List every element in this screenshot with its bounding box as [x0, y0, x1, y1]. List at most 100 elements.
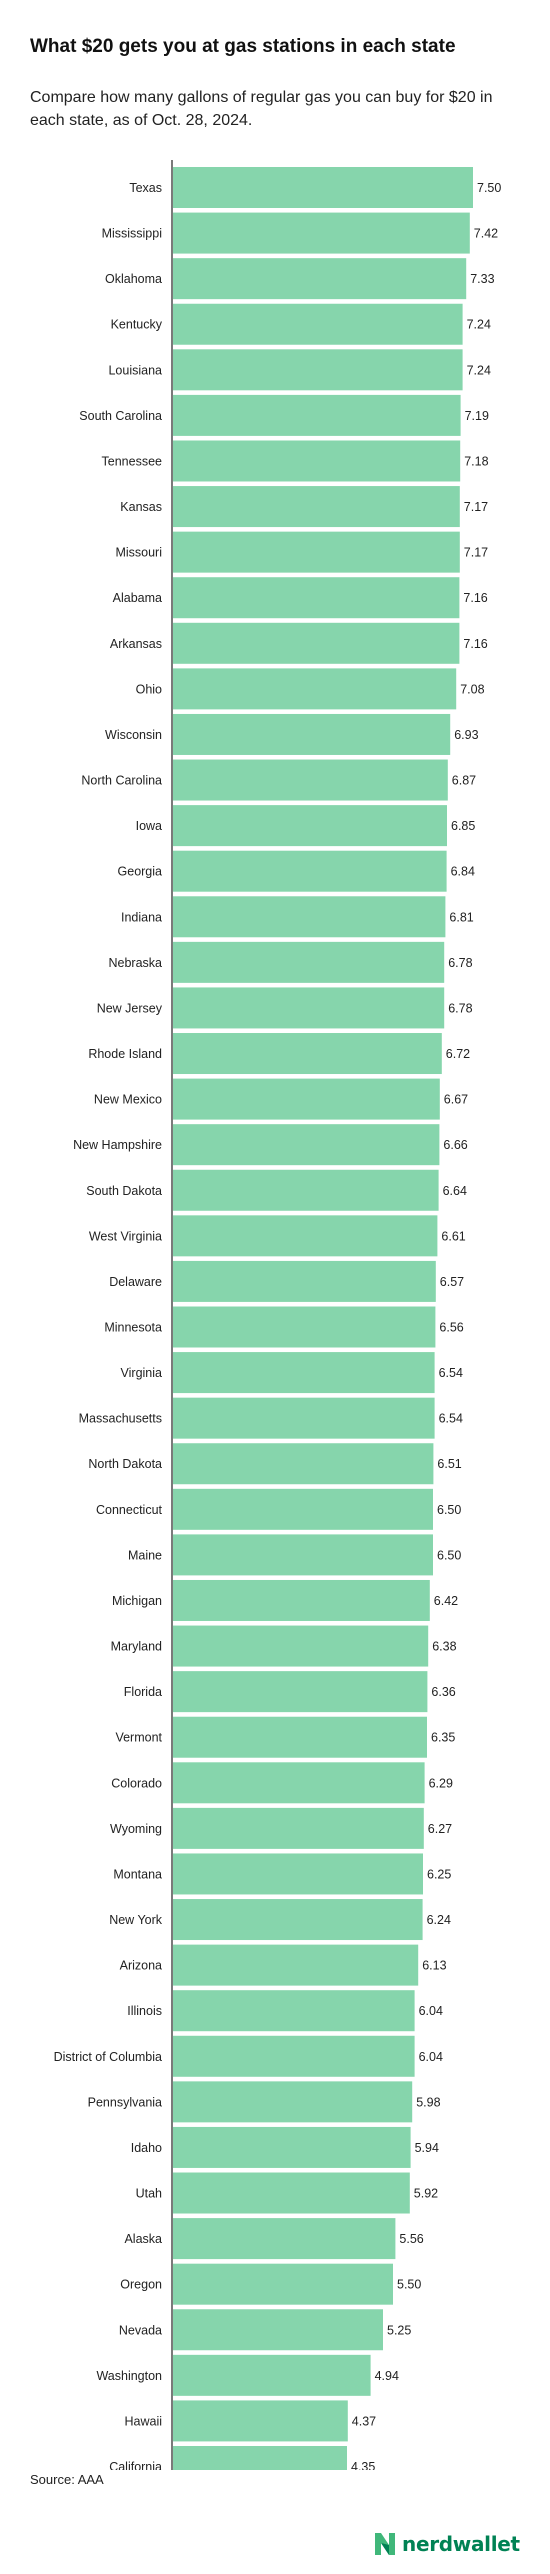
category-label: South Carolina [79, 409, 162, 423]
bar-montana [173, 1853, 423, 1895]
category-label: West Virginia [89, 1229, 162, 1243]
bar-nebraska [173, 941, 445, 983]
value-label: 6.64 [443, 1184, 467, 1198]
value-label: 5.56 [399, 2232, 423, 2246]
value-label: 7.42 [474, 227, 498, 241]
category-label: Indiana [121, 910, 162, 924]
value-label: 6.35 [431, 1731, 455, 1745]
value-label: 5.25 [387, 2323, 411, 2337]
value-label: 6.25 [427, 1867, 451, 1881]
nerdwallet-n-logo-icon [375, 2533, 395, 2555]
bar-kansas [173, 486, 460, 528]
value-label: 6.13 [422, 1959, 446, 1973]
bar-idaho [173, 2126, 411, 2168]
value-label: 6.67 [444, 1093, 468, 1107]
category-label: Illinois [127, 2004, 162, 2018]
bar-massachusetts [173, 1397, 435, 1439]
value-label: 6.57 [440, 1275, 464, 1289]
value-label: 6.66 [443, 1138, 467, 1152]
bar-district-of-columbia [173, 2035, 415, 2077]
category-label: Oregon [120, 2278, 162, 2292]
bar-mississippi [173, 212, 470, 254]
bar-alabama [173, 577, 460, 619]
category-label: New Hampshire [73, 1138, 162, 1152]
bar-rhode-island [173, 1033, 442, 1075]
value-label: 7.08 [460, 682, 484, 696]
value-label: 6.78 [448, 956, 472, 970]
bar-nevada [173, 2309, 383, 2351]
bars-group: Texas 7.50 Mississippi 7.42 Oklahoma 7.33 Kent… [54, 167, 501, 2470]
bar-arkansas [173, 622, 460, 664]
value-label: 6.51 [437, 1457, 461, 1471]
category-label: New Jersey [97, 1001, 163, 1015]
category-label: Ohio [136, 682, 162, 696]
bar-new-hampshire [173, 1124, 440, 1166]
value-label: 7.16 [463, 637, 487, 651]
category-label: Montana [113, 1867, 162, 1881]
value-label: 6.36 [431, 1685, 455, 1699]
value-label: 6.24 [427, 1913, 451, 1927]
value-label: 6.87 [452, 774, 476, 788]
bar-connecticut [173, 1488, 433, 1530]
bar-oregon [173, 2263, 393, 2305]
bar-vermont [173, 1716, 427, 1758]
value-label: 5.98 [416, 2095, 440, 2109]
value-label: 7.33 [470, 272, 494, 286]
category-label: Louisiana [108, 363, 162, 377]
category-label: Mississippi [102, 227, 162, 241]
bar-missouri [173, 531, 460, 573]
category-label: Arizona [120, 1959, 162, 1973]
value-label: 6.56 [439, 1321, 463, 1335]
category-label: Maine [128, 1548, 162, 1562]
bar-california [173, 2446, 347, 2470]
category-label: Virginia [121, 1366, 163, 1380]
bar-arizona [173, 1944, 419, 1986]
bar-alaska [173, 2218, 396, 2260]
category-label: California [109, 2460, 162, 2470]
value-label: 6.72 [446, 1047, 470, 1061]
category-label: Wisconsin [105, 728, 162, 742]
value-label: 6.54 [439, 1412, 463, 1426]
value-label: 4.37 [352, 2414, 376, 2428]
category-label: Colorado [111, 1776, 162, 1790]
category-label: District of Columbia [54, 2050, 162, 2064]
bar-indiana [173, 896, 446, 938]
value-label: 6.84 [451, 865, 475, 879]
bar-maine [173, 1534, 433, 1576]
category-label: Minnesota [104, 1321, 162, 1335]
value-label: 6.85 [451, 819, 475, 833]
bar-wisconsin [173, 713, 451, 755]
category-label: Nebraska [109, 956, 163, 970]
category-label: Hawaii [124, 2414, 162, 2428]
category-label: Nevada [119, 2323, 162, 2337]
value-label: 7.16 [463, 591, 487, 605]
category-label: Connecticut [96, 1503, 163, 1517]
category-label: North Carolina [81, 774, 162, 788]
category-label: Michigan [112, 1594, 162, 1608]
bar-maryland [173, 1625, 429, 1667]
category-label: North Dakota [88, 1457, 162, 1471]
value-label: 6.50 [437, 1548, 461, 1562]
value-label: 7.50 [477, 181, 501, 195]
category-label: Idaho [131, 2141, 162, 2155]
nerdwallet-wordmark: nerdwallet [402, 2532, 520, 2556]
chart-title: What $20 gets you at gas stations in eac… [30, 36, 456, 57]
category-label: South Dakota [86, 1184, 162, 1198]
value-label: 5.50 [397, 2278, 421, 2292]
category-label: Texas [129, 181, 162, 195]
category-label: Florida [124, 1685, 162, 1699]
category-label: Vermont [115, 1731, 162, 1745]
bar-delaware [173, 1260, 436, 1302]
value-label: 7.17 [464, 500, 488, 514]
value-label: 6.81 [449, 910, 473, 924]
category-label: Massachusetts [79, 1412, 162, 1426]
bar-colorado [173, 1762, 425, 1804]
bar-north-carolina [173, 759, 448, 801]
bar-new-york [173, 1899, 423, 1941]
category-label: Utah [136, 2187, 162, 2201]
value-label: 4.35 [351, 2460, 375, 2470]
value-label: 7.17 [464, 546, 488, 560]
bar-new-jersey [173, 987, 445, 1029]
chart-subtitle: Compare how many gallons of regular gas … [30, 89, 493, 129]
value-label: 7.24 [467, 318, 491, 332]
